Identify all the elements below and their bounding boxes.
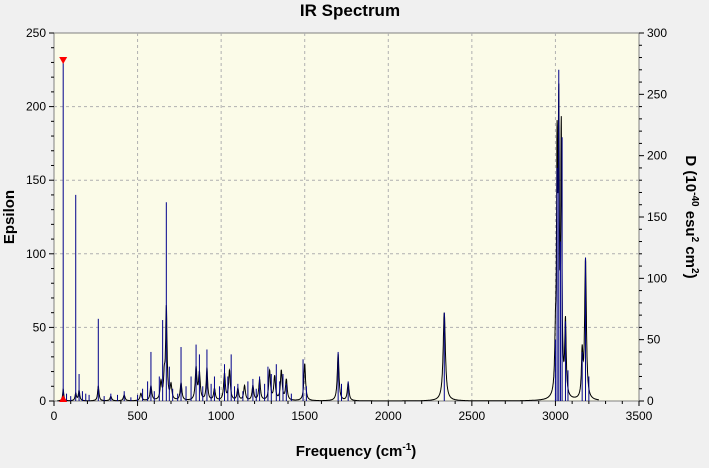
y2-tick-label: 50 — [647, 333, 661, 347]
y2-axis-title: D (10-40 esu2 cm2) — [682, 155, 700, 278]
grid-lines — [54, 33, 639, 401]
x-axis-title: Frequency (cm-1) — [296, 442, 417, 460]
x-tick-label: 3500 — [626, 409, 653, 423]
y2-tick-label: 250 — [647, 87, 667, 101]
y2-tick-label: 300 — [647, 26, 667, 40]
x-tick-label: 3000 — [542, 409, 569, 423]
y2-tick-label: 200 — [647, 149, 667, 163]
plot-area — [53, 32, 640, 402]
y-tick-label: 100 — [26, 247, 46, 261]
y-tick-label: 50 — [33, 320, 47, 334]
y2-tick-label: 0 — [647, 394, 654, 408]
selection-marker-bottom — [59, 395, 68, 402]
y2-tick-label: 150 — [647, 210, 667, 224]
y-tick-label: 150 — [26, 173, 46, 187]
x-tick-label: 1500 — [291, 409, 318, 423]
selection-marker-top — [59, 56, 68, 64]
x-tick-label: 2500 — [459, 409, 486, 423]
x-axis: 0 500 1000 1500 2000 2500 3000 3500 — [51, 401, 653, 423]
y-tick-label: 250 — [26, 26, 46, 40]
y2-tick-label: 100 — [647, 271, 667, 285]
y-tick-label: 0 — [39, 394, 46, 408]
y-axis-left: 0 50 100 150 200 250 — [26, 26, 54, 408]
selection-marker-layer — [59, 56, 68, 402]
dipole-stick-layer — [62, 59, 590, 401]
y-axis-right: 0 50 100 150 200 250 300 — [639, 26, 667, 408]
y-axis-title: Epsilon — [1, 190, 18, 244]
x-tick-label: 1000 — [208, 409, 235, 423]
chart-title: IR Spectrum — [300, 1, 400, 20]
x-tick-label: 2000 — [375, 409, 402, 423]
x-tick-label: 500 — [128, 409, 148, 423]
x-tick-label: 0 — [51, 409, 58, 423]
y-tick-label: 200 — [26, 100, 46, 114]
